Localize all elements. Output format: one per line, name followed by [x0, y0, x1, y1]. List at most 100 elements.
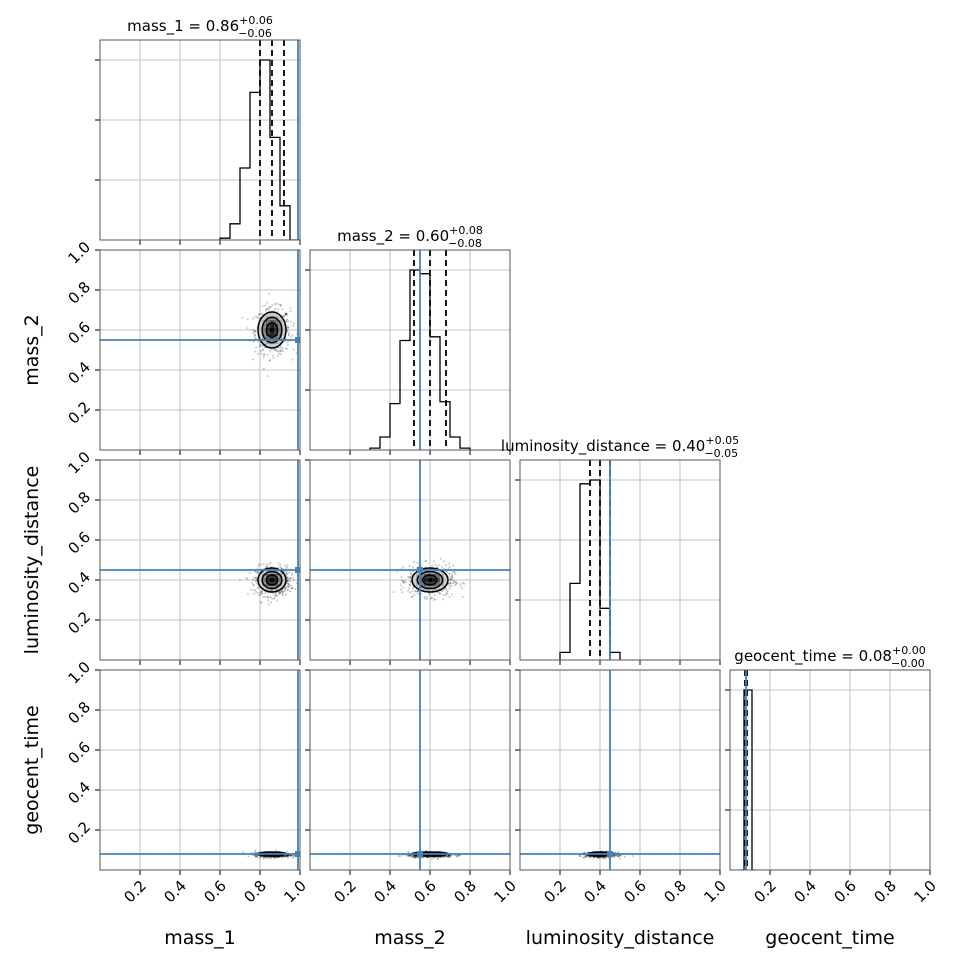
- density-cell: [440, 586, 444, 590]
- sample-point: [617, 851, 620, 853]
- sample-point: [440, 589, 443, 591]
- sample-point: [439, 855, 442, 858]
- density-cell: [420, 578, 424, 582]
- sample-point: [607, 856, 610, 858]
- sample-point: [292, 579, 295, 581]
- sample-point: [407, 855, 410, 857]
- panel-frame: [99, 669, 301, 871]
- sample-point: [437, 857, 439, 860]
- density-cell: [258, 578, 262, 582]
- sample-point: [289, 577, 291, 579]
- sample-point: [247, 855, 250, 858]
- sample-point: [251, 329, 254, 331]
- sample-point: [590, 855, 592, 858]
- sample-point: [291, 358, 294, 361]
- sample-point: [405, 854, 407, 857]
- sample-point: [417, 565, 420, 568]
- sample-point: [410, 854, 413, 857]
- sample-point: [585, 854, 588, 857]
- sample-point: [286, 330, 289, 333]
- sample-point: [285, 312, 288, 315]
- sample-point: [402, 580, 404, 583]
- sample-point: [265, 856, 267, 859]
- sample-point: [291, 857, 294, 859]
- sample-point: [255, 346, 257, 349]
- sample-point: [286, 854, 288, 857]
- sample-point: [278, 343, 280, 346]
- panel-geocent_time-geocent_time: [730, 670, 930, 870]
- density-cell: [262, 332, 266, 336]
- sample-point: [263, 856, 265, 859]
- sample-point: [256, 316, 258, 319]
- sample-point: [289, 854, 292, 857]
- sample-point: [447, 854, 450, 857]
- sample-point: [268, 359, 271, 362]
- density-cell: [444, 578, 448, 582]
- x-tick-label: 1.0: [490, 877, 520, 907]
- sample-point: [450, 585, 452, 587]
- sample-point: [285, 854, 288, 857]
- sample-point: [271, 597, 273, 600]
- sample-point: [588, 856, 591, 859]
- sample-point: [275, 849, 277, 852]
- panel-mass_1-geocent_time: [100, 670, 300, 870]
- sample-point: [271, 856, 274, 858]
- sample-point: [444, 586, 447, 589]
- sample-point: [415, 855, 418, 857]
- sample-point: [279, 303, 282, 306]
- sample-point: [264, 343, 266, 346]
- sample-point: [289, 580, 292, 583]
- sample-point: [274, 349, 277, 352]
- sample-point: [286, 577, 288, 580]
- sample-point: [420, 592, 423, 595]
- sample-point: [256, 315, 259, 318]
- sample-point: [587, 851, 590, 854]
- sample-point: [262, 355, 265, 358]
- sample-point: [267, 596, 270, 599]
- x-tick-label: 0.2: [120, 877, 150, 907]
- sample-point: [258, 345, 260, 348]
- sample-point: [416, 590, 419, 592]
- sample-point: [442, 855, 444, 858]
- contour-line: [261, 570, 283, 590]
- sample-point: [262, 563, 265, 565]
- sample-point: [402, 566, 405, 568]
- density-cell: [270, 582, 274, 586]
- sample-point: [274, 856, 276, 858]
- sample-point: [268, 307, 271, 309]
- sample-point: [278, 347, 280, 349]
- density-cell: [440, 570, 444, 574]
- sample-point: [591, 855, 594, 858]
- sample-point: [593, 856, 595, 858]
- sample-point: [253, 329, 256, 332]
- sample-point: [263, 353, 266, 356]
- sample-point: [619, 854, 621, 856]
- sample-point: [273, 348, 276, 351]
- density-cell: [266, 344, 270, 348]
- sample-point: [286, 581, 288, 584]
- density-cell: [274, 328, 278, 332]
- sample-point: [265, 308, 268, 310]
- sample-point: [256, 582, 258, 585]
- sample-point: [274, 303, 276, 306]
- sample-point: [412, 856, 415, 859]
- x-tick-label: 0.8: [240, 877, 270, 907]
- sample-point: [448, 855, 451, 858]
- sample-point: [587, 854, 589, 857]
- sample-point: [252, 589, 255, 592]
- panel-title-minus: −0.08: [448, 237, 482, 250]
- sample-point: [448, 575, 451, 578]
- sample-point: [617, 852, 620, 854]
- sample-point: [448, 856, 451, 858]
- y-tick-label: 0.6: [64, 318, 94, 348]
- density-cell: [266, 312, 270, 316]
- x-axis-label-geocent_time: geocent_time: [765, 927, 894, 949]
- sample-point: [407, 855, 409, 857]
- sample-point: [448, 572, 451, 575]
- density-cell: [270, 328, 274, 332]
- density-cell: [436, 570, 440, 574]
- sample-point: [408, 576, 411, 578]
- sample-point: [430, 596, 433, 599]
- sample-point: [400, 588, 402, 591]
- sample-point: [262, 368, 265, 370]
